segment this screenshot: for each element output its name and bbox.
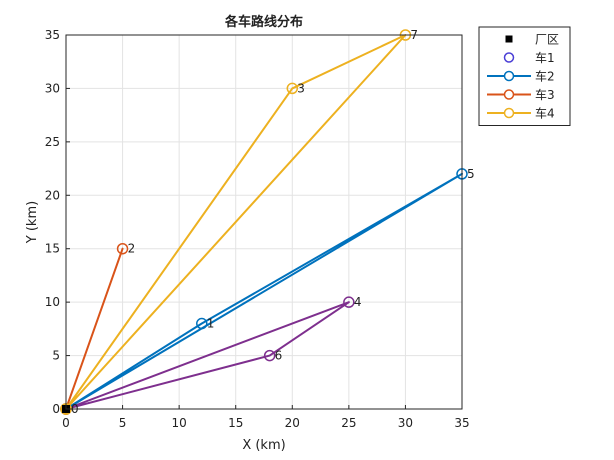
point-label: 6 (275, 349, 283, 363)
route-point-marker (116, 242, 129, 255)
y-axis-label: Y (km) (25, 201, 40, 244)
x-tick-label: 5 (119, 416, 127, 430)
legend-square-marker (505, 35, 513, 43)
x-tick-label: 15 (228, 416, 243, 430)
point-label: 2 (128, 242, 136, 256)
x-tick-label: 25 (341, 416, 356, 430)
legend-circle-marker (503, 52, 515, 63)
point-label: 4 (354, 295, 362, 309)
chart-title: 各车路线分布 (224, 14, 303, 30)
route-lines (65, 34, 463, 410)
y-tick-label: 0 (52, 402, 60, 416)
x-axis-label: X (km) (242, 438, 285, 453)
route-line-series-4 (65, 34, 407, 410)
point-label: 3 (297, 81, 305, 95)
legend-label: 车3 (535, 87, 555, 102)
plot-frame (65, 34, 463, 410)
legend-label: 车2 (535, 69, 555, 84)
legend-circle-marker (503, 107, 515, 119)
route-line-series-3 (65, 247, 124, 410)
legend-label: 车4 (535, 106, 555, 121)
legend-label: 车1 (535, 50, 555, 65)
x-tick-label: 0 (62, 416, 70, 430)
y-tick-label: 25 (45, 135, 60, 149)
y-tick-label: 30 (45, 81, 60, 95)
x-tick-label: 10 (172, 416, 187, 430)
route-point-marker (286, 82, 299, 95)
route-point-marker (263, 349, 276, 362)
route-point-marker (196, 317, 208, 330)
point-label: 5 (467, 167, 475, 181)
point-label: 1 (207, 317, 215, 331)
route-point-marker (343, 296, 355, 308)
y-tick-label: 10 (45, 295, 60, 309)
legend-circle-marker (503, 70, 515, 82)
y-tick-label: 35 (45, 28, 60, 42)
legend-label: 厂区 (535, 33, 559, 47)
x-tick-label: 35 (454, 416, 469, 430)
route-line-series-1 (65, 301, 350, 410)
legend-circle-marker (503, 89, 515, 100)
axis-ticks: 0 5 10 15 20 25 30 35 0 5 10 15 20 25 30 35 (45, 28, 470, 430)
y-tick-label: 15 (45, 242, 60, 256)
route-line-series-2 (65, 172, 463, 410)
y-tick-label: 5 (52, 349, 60, 363)
y-tick-label: 20 (45, 188, 60, 202)
x-tick-label: 20 (285, 416, 300, 430)
x-tick-label: 30 (398, 416, 413, 430)
